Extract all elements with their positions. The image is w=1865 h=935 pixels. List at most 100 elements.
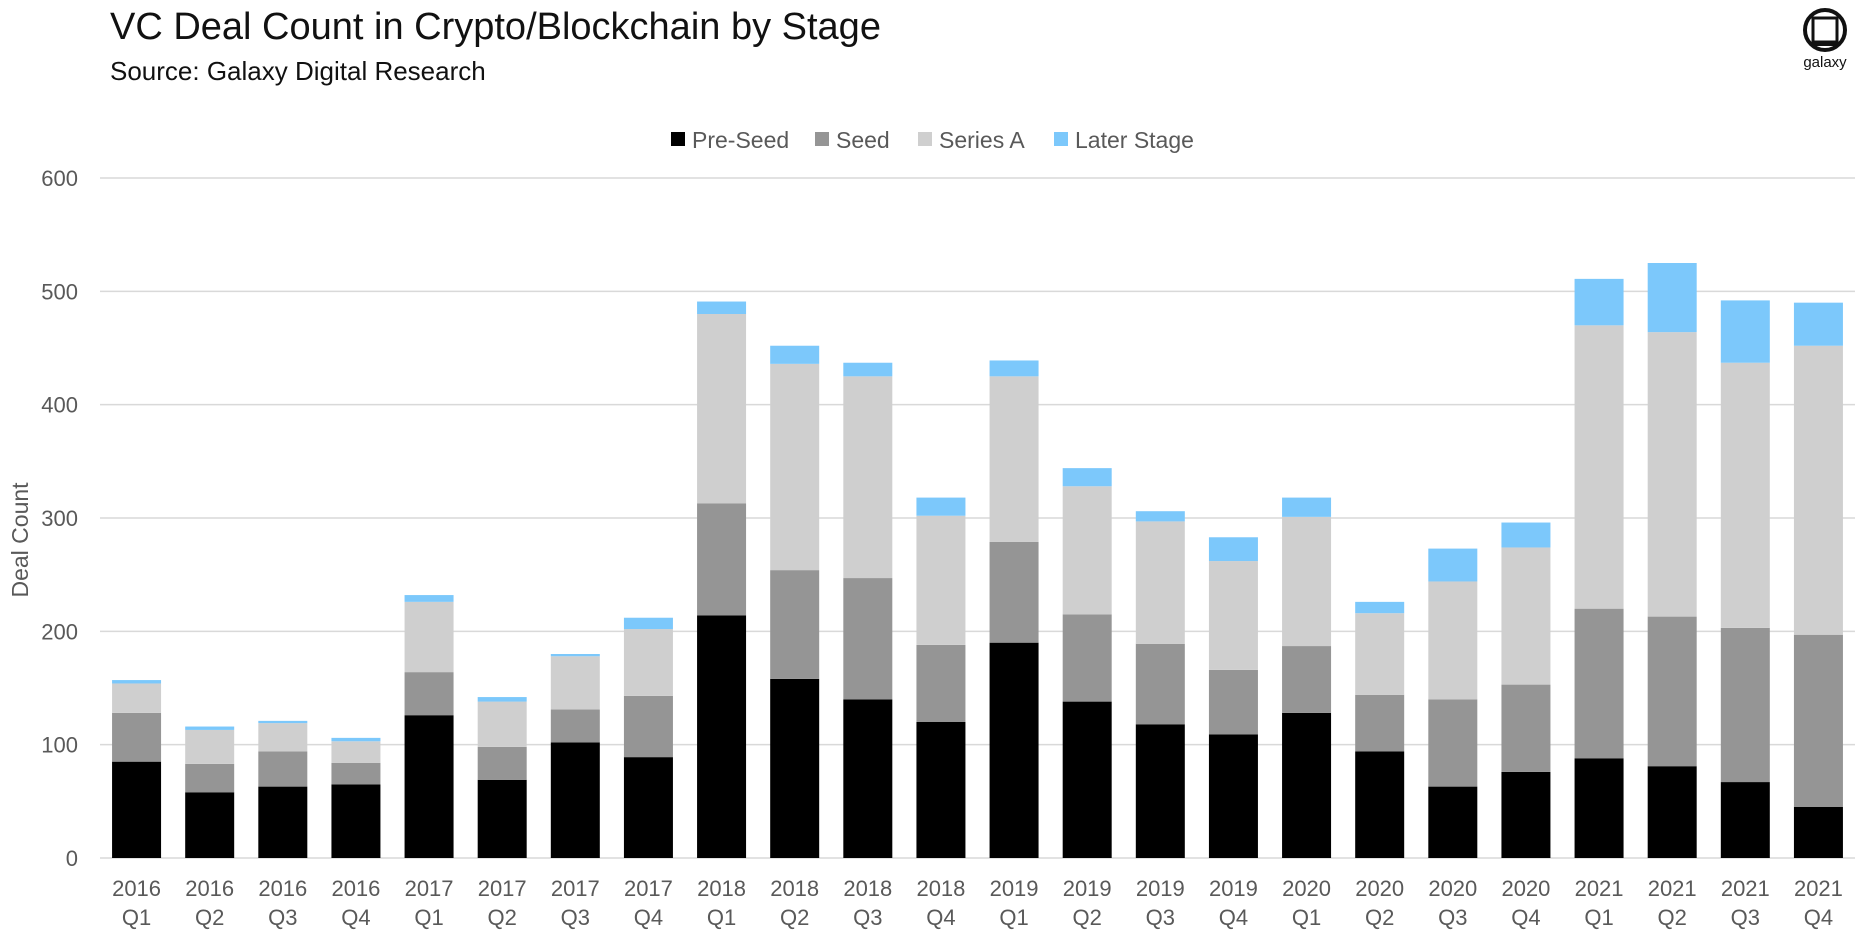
x-tick-year: 2018 [916, 876, 965, 901]
bar-pre-seed [1135, 724, 1185, 858]
bar-later-stage [623, 617, 673, 630]
x-tick-year: 2021 [1648, 876, 1697, 901]
bar-seed [258, 751, 308, 787]
legend-label: Series A [939, 127, 1025, 153]
x-tick-year: 2021 [1794, 876, 1843, 901]
x-tick-year: 2018 [843, 876, 892, 901]
bar-seed [1647, 616, 1697, 767]
bar-pre-seed [1282, 712, 1332, 858]
bar-series-a [1355, 613, 1405, 695]
galaxy-logo: galaxy [1790, 8, 1860, 71]
bar-later-stage [697, 301, 747, 314]
x-tick-quarter: Q4 [1804, 905, 1833, 930]
bar-later-stage [331, 737, 381, 742]
bar-seed [1282, 646, 1332, 713]
bar-seed [1501, 684, 1551, 772]
bar-series-a [1647, 332, 1697, 617]
legend-swatch [918, 132, 932, 146]
bar-later-stage [1282, 497, 1332, 517]
bar-series-a [1501, 547, 1551, 685]
bar-pre-seed [697, 615, 747, 858]
bar-later-stage [550, 654, 600, 657]
x-tick-year: 2021 [1721, 876, 1770, 901]
x-tick-year: 2016 [185, 876, 234, 901]
x-tick-quarter: Q3 [268, 905, 297, 930]
bar-later-stage [1501, 522, 1551, 548]
bar-later-stage [1062, 468, 1112, 487]
bar-pre-seed [185, 792, 235, 858]
x-tick-quarter: Q1 [707, 905, 736, 930]
x-tick-quarter: Q1 [122, 905, 151, 930]
x-tick-year: 2019 [1136, 876, 1185, 901]
bar-series-a [1062, 486, 1112, 615]
bar-series-a [112, 683, 162, 713]
bar-later-stage [1428, 548, 1478, 582]
grid-lines [100, 177, 1855, 859]
bar-series-a [1428, 581, 1478, 700]
bar-pre-seed [550, 742, 600, 858]
legend-swatch [1054, 132, 1068, 146]
legend-swatch [815, 132, 829, 146]
bar-seed [916, 644, 966, 722]
bar-seed [477, 746, 527, 780]
bar-pre-seed [477, 779, 527, 858]
x-tick-year: 2018 [697, 876, 746, 901]
x-tick-year: 2017 [478, 876, 527, 901]
bar-seed [1428, 699, 1478, 787]
x-axis-ticks: 2016 Q1 2016 Q2 2016 Q3 2016 Q4 2017 Q1 2017 Q2 2017… [112, 876, 1843, 930]
bar-later-stage [258, 720, 308, 724]
bar-later-stage [404, 595, 454, 602]
x-tick-year: 2017 [624, 876, 673, 901]
bars [112, 263, 1843, 858]
bar-series-a [916, 515, 966, 645]
x-tick-year: 2019 [1209, 876, 1258, 901]
x-tick-quarter: Q2 [488, 905, 517, 930]
bar-seed [989, 541, 1039, 643]
bar-pre-seed [989, 642, 1039, 858]
bar-pre-seed [1428, 786, 1478, 858]
legend-swatch [671, 132, 685, 146]
x-tick-year: 2019 [1063, 876, 1112, 901]
bar-seed [1062, 614, 1112, 702]
bar-later-stage [989, 360, 1039, 377]
bar-seed [550, 709, 600, 743]
bar-pre-seed [843, 699, 893, 858]
bar-series-a [258, 723, 308, 752]
bar-pre-seed [1574, 758, 1624, 858]
bar-later-stage [185, 726, 235, 730]
x-tick-year: 2017 [551, 876, 600, 901]
y-tick-label: 0 [66, 846, 78, 871]
y-tick-label: 500 [41, 279, 78, 304]
x-tick-year: 2021 [1575, 876, 1624, 901]
x-tick-quarter: Q3 [561, 905, 590, 930]
bar-pre-seed [1208, 734, 1258, 858]
x-tick-quarter: Q3 [1438, 905, 1467, 930]
bar-series-a [1208, 561, 1258, 670]
y-axis-ticks: 0 100 200 300 400 500 600 [41, 166, 78, 871]
bar-seed [843, 578, 893, 700]
bar-series-a [1135, 521, 1185, 644]
bar-series-a [185, 729, 235, 764]
x-tick-year: 2020 [1501, 876, 1550, 901]
bar-later-stage [1355, 601, 1405, 614]
bar-later-stage [1793, 302, 1843, 346]
bar-seed [1793, 634, 1843, 807]
x-tick-quarter: Q2 [1365, 905, 1394, 930]
bar-seed [331, 762, 381, 785]
bar-pre-seed [404, 715, 454, 858]
y-axis-label: Deal Count [7, 482, 33, 598]
bar-pre-seed [258, 786, 308, 858]
bar-later-stage [1647, 263, 1697, 333]
bar-later-stage [1574, 278, 1624, 326]
bar-seed [623, 695, 673, 758]
bar-series-a [697, 314, 747, 504]
bar-later-stage [843, 362, 893, 377]
bar-later-stage [770, 345, 820, 364]
x-tick-quarter: Q3 [853, 905, 882, 930]
x-tick-year: 2020 [1428, 876, 1477, 901]
bar-series-a [1282, 516, 1332, 647]
x-tick-year: 2020 [1282, 876, 1331, 901]
bar-seed [1720, 627, 1770, 783]
bar-series-a [1793, 345, 1843, 635]
bar-seed [1574, 608, 1624, 759]
